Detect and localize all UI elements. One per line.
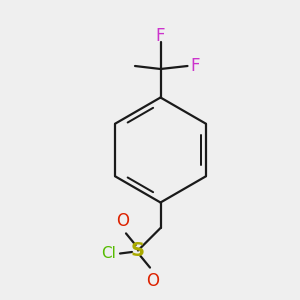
Text: S: S	[131, 241, 145, 260]
Text: F: F	[156, 27, 165, 45]
Text: O: O	[116, 212, 130, 230]
Text: Cl: Cl	[101, 246, 116, 261]
Text: O: O	[146, 272, 160, 290]
Text: F: F	[190, 57, 200, 75]
